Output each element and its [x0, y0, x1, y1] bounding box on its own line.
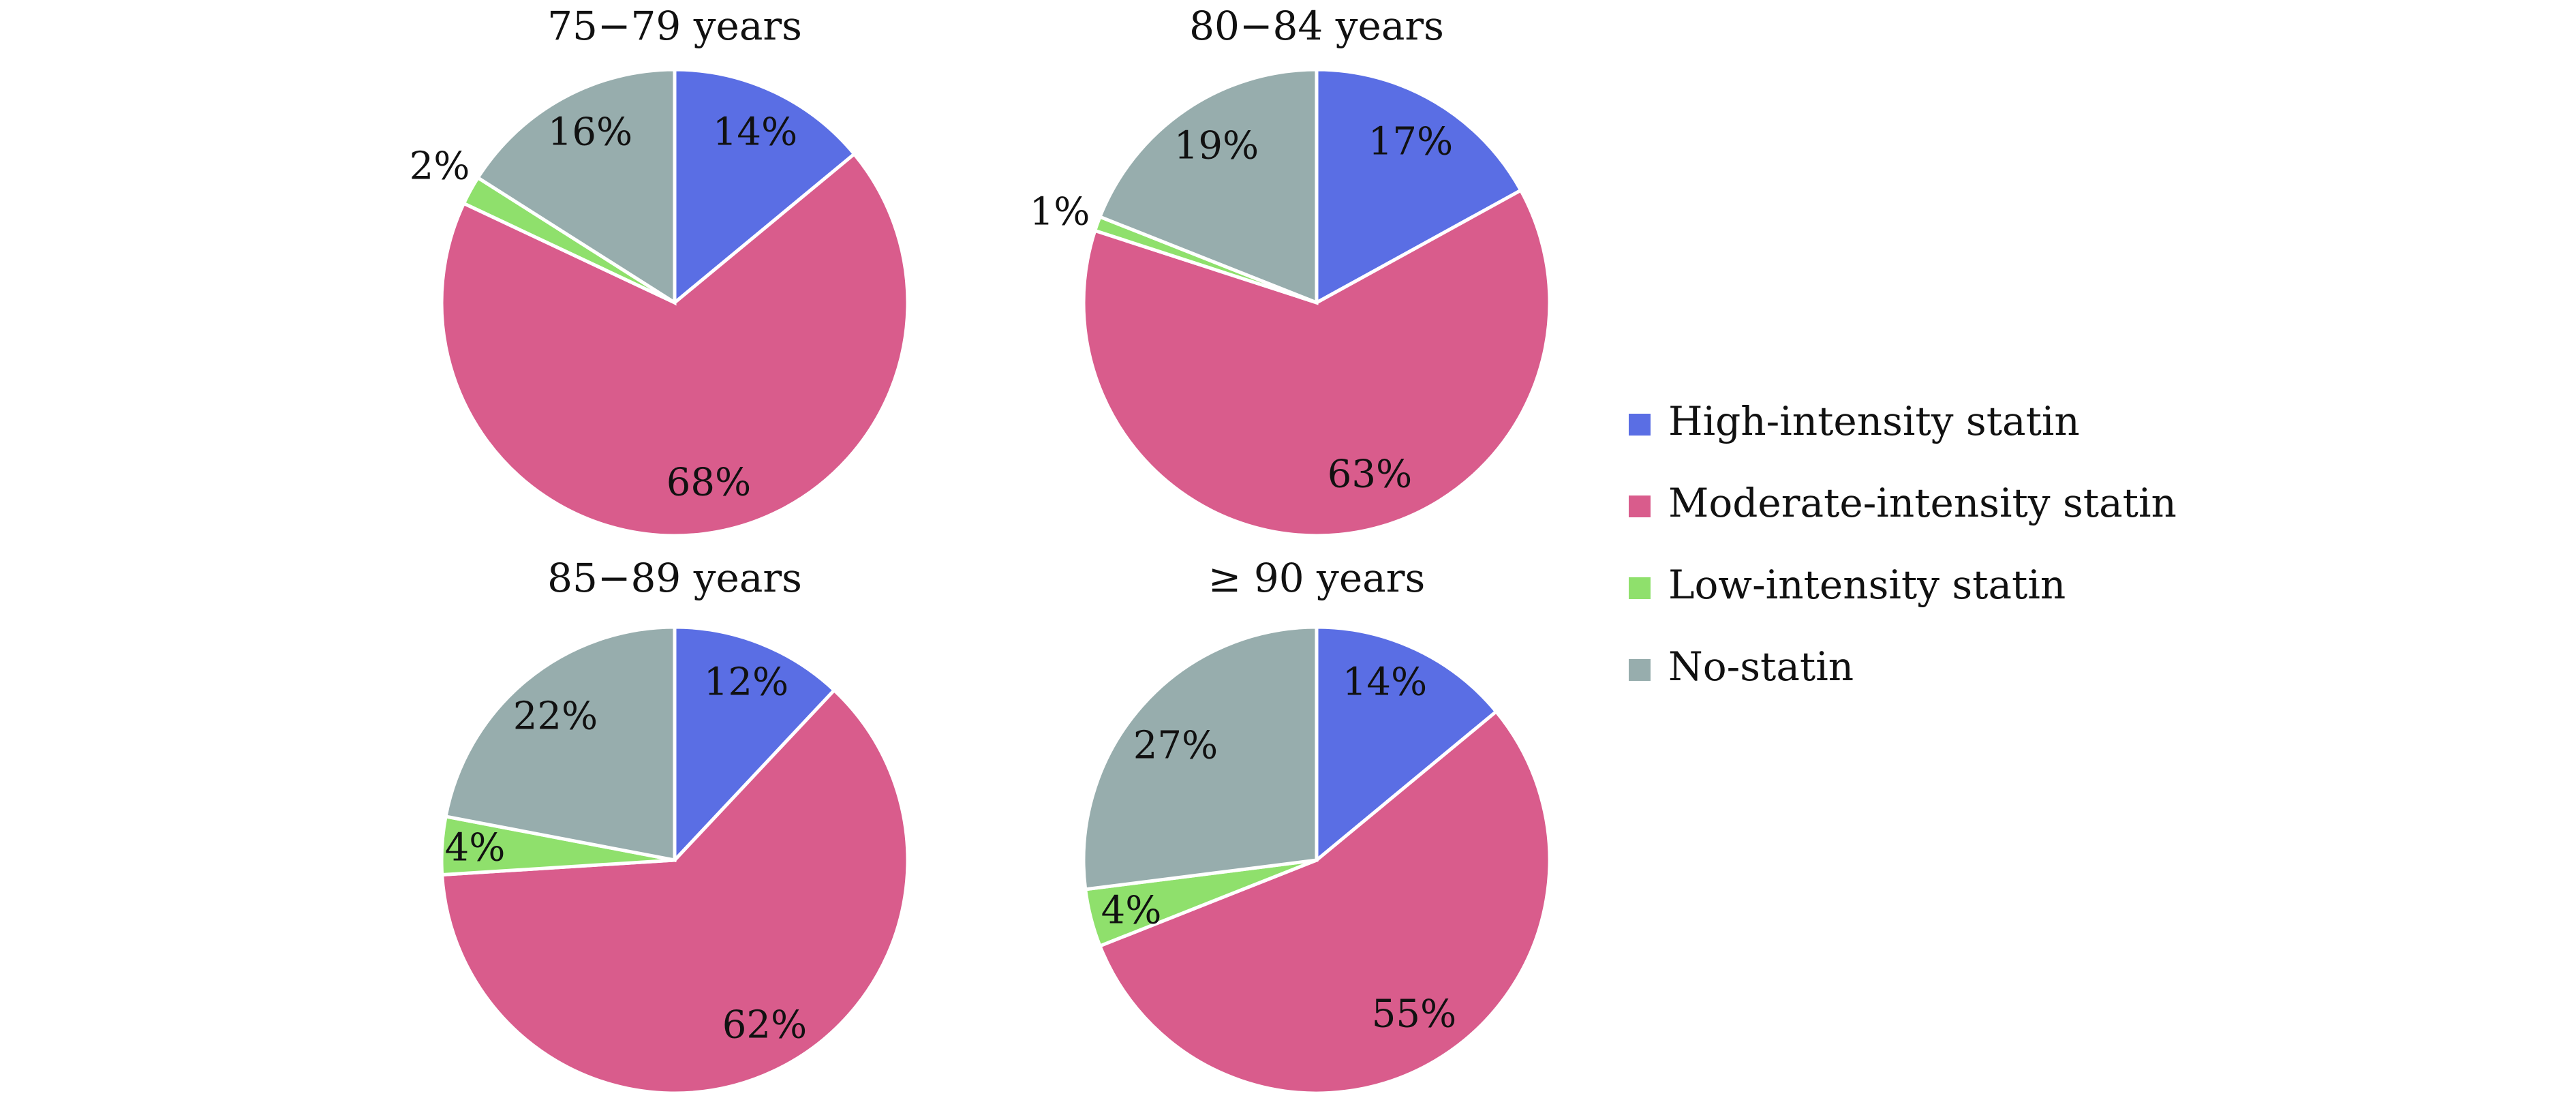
slice-label-low-80-84: 1%: [1030, 190, 1090, 234]
slice-label-high-75-79: 14%: [713, 110, 797, 155]
slice-label-none-80-84: 19%: [1174, 124, 1259, 168]
pie-slice-moderate-85-89: [440, 688, 910, 1095]
pie-slice-none-75-79: [475, 67, 677, 306]
pie-slice-none-80-84: [1097, 67, 1319, 305]
pie-group-80-84: 80−84 years 17% 63% 1% 19%: [1030, 3, 1552, 538]
pie-title-90-plus: ≥ 90 years: [1208, 555, 1425, 601]
slice-label-high-85-89: 12%: [704, 660, 788, 705]
slice-label-high-80-84: 17%: [1368, 120, 1453, 164]
slice-label-moderate-90-plus: 55%: [1372, 992, 1456, 1037]
legend: High-intensity statin Moderate-intensity…: [1629, 398, 2177, 690]
pie-group-85-89: 85−89 years 12% 62% 4% 22%: [440, 555, 910, 1095]
pie-slice-none-90-plus: [1082, 625, 1319, 891]
pie-slice-moderate-90-plus: [1097, 709, 1552, 1095]
pie-title-85-89: 85−89 years: [547, 555, 802, 601]
slice-label-moderate-85-89: 62%: [722, 1003, 807, 1048]
legend-label-none: No-statin: [1668, 643, 1854, 690]
pie-labels-85-89: 12% 62% 4% 22%: [445, 660, 808, 1048]
slice-label-moderate-75-79: 68%: [666, 461, 751, 505]
slice-label-low-85-89: 4%: [445, 826, 506, 870]
legend-item-moderate: Moderate-intensity statin: [1629, 480, 2177, 526]
pie-slices-85-89: [440, 625, 910, 1095]
legend-label-low: Low-intensity statin: [1668, 562, 2066, 608]
pie-slice-none-85-89: [444, 625, 677, 863]
legend-swatch-high: [1629, 414, 1651, 436]
pie-slice-moderate-80-84: [1082, 187, 1552, 538]
legend-swatch-moderate: [1629, 495, 1651, 517]
pie-labels-75-79: 14% 68% 2% 16%: [410, 110, 798, 505]
legend-item-none: No-statin: [1629, 643, 1854, 690]
pie-slice-high-85-89: [673, 625, 837, 865]
pie-group-90-plus: ≥ 90 years 14% 55% 4% 27%: [1082, 555, 1552, 1095]
legend-item-low: Low-intensity statin: [1629, 562, 2066, 608]
pie-group-75-79: 75−79 years 14% 68% 2% 16%: [410, 3, 910, 538]
pie-slices-90-plus: [1082, 625, 1552, 1095]
slice-label-none-85-89: 22%: [513, 695, 598, 739]
legend-label-high: High-intensity statin: [1668, 398, 2080, 444]
pie-labels-80-84: 17% 63% 1% 19%: [1030, 120, 1454, 497]
legend-swatch-low: [1629, 577, 1651, 599]
legend-item-high: High-intensity statin: [1629, 398, 2080, 444]
slice-label-none-75-79: 16%: [548, 110, 632, 155]
legend-swatch-none: [1629, 659, 1651, 681]
slice-label-low-75-79: 2%: [410, 144, 470, 189]
pie-slices-75-79: [440, 67, 910, 538]
pie-slice-high-75-79: [673, 67, 857, 307]
pie-slices-80-84: [1082, 67, 1552, 538]
pie-labels-90-plus: 14% 55% 4% 27%: [1101, 660, 1457, 1037]
legend-label-moderate: Moderate-intensity statin: [1668, 480, 2177, 526]
pie-slice-high-80-84: [1315, 67, 1524, 306]
pie-slice-high-90-plus: [1315, 625, 1499, 864]
slice-label-high-90-plus: 14%: [1343, 660, 1427, 705]
pie-title-80-84: 80−84 years: [1189, 3, 1444, 49]
slice-label-low-90-plus: 4%: [1101, 889, 1162, 933]
slice-label-none-90-plus: 27%: [1133, 724, 1218, 768]
pie-title-75-79: 75−79 years: [547, 3, 802, 49]
slice-label-moderate-80-84: 63%: [1328, 453, 1412, 497]
